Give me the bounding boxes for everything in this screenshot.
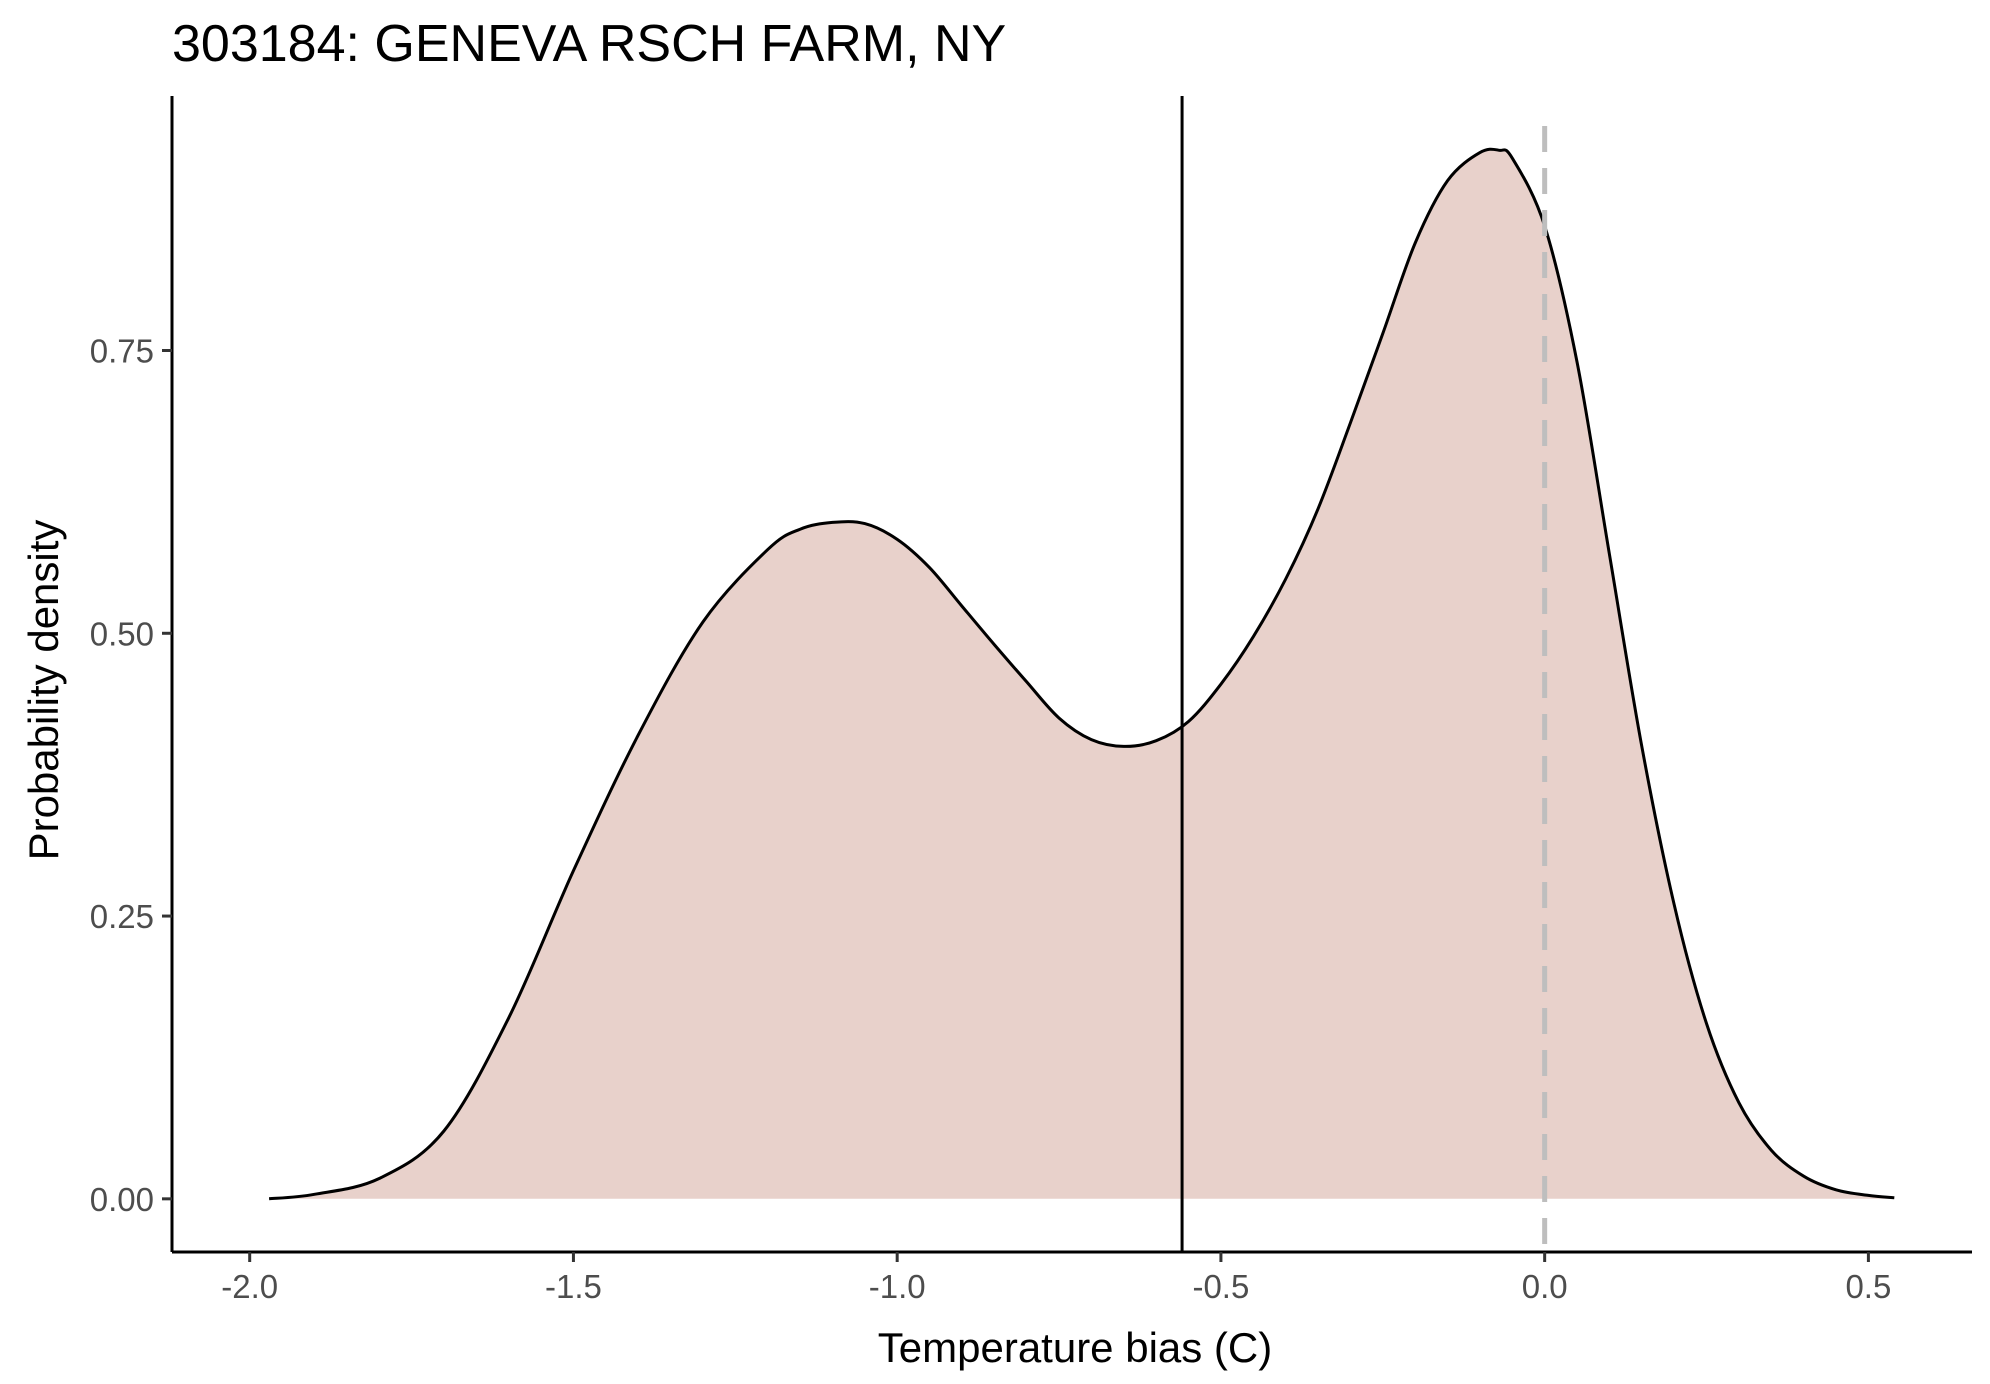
axes xyxy=(170,96,1972,1254)
x-tick-label: 0.0 xyxy=(1522,1268,1568,1305)
chart-title: 303184: GENEVA RSCH FARM, NY xyxy=(172,15,1007,73)
y-tick-label: 0.00 xyxy=(90,1181,154,1218)
x-tick-label: -1.0 xyxy=(869,1268,926,1305)
x-tick-label: 0.5 xyxy=(1845,1268,1891,1305)
plot-marks xyxy=(268,96,1895,1252)
ticks: -2.0 -1.5 -1.0 -0.5 0.0 0.5 0.00 0.25 0.50 0.75 xyxy=(90,333,1892,1305)
y-tick-label: 0.50 xyxy=(90,615,154,652)
density-curve xyxy=(268,147,1895,1201)
density-area xyxy=(269,149,1895,1199)
x-tick-label: -1.5 xyxy=(545,1268,602,1305)
y-tick-label: 0.25 xyxy=(90,898,154,935)
x-tick-label: -0.5 xyxy=(1192,1268,1249,1305)
y-tick-label: 0.75 xyxy=(90,333,154,370)
x-axis-title: Temperature bias (C) xyxy=(878,1324,1272,1371)
y-axis-title: Probability density xyxy=(20,520,67,861)
x-tick-label: -2.0 xyxy=(221,1268,278,1305)
